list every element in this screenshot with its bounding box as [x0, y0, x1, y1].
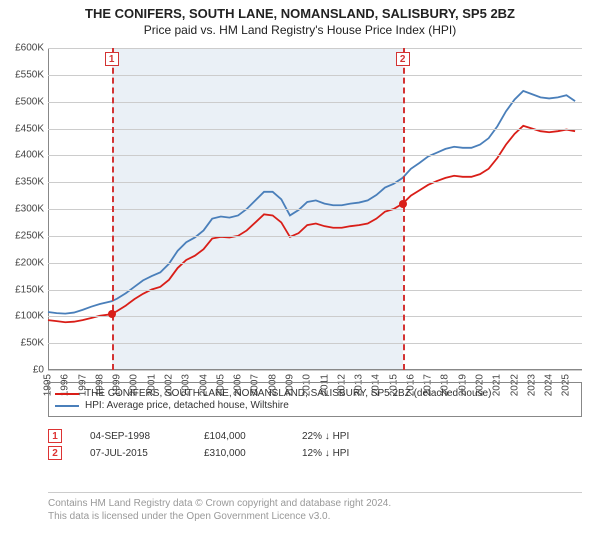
- series-blue: [48, 91, 575, 314]
- event-price-1: £104,000: [204, 431, 274, 442]
- ygrid-line: [48, 236, 582, 237]
- legend-row-red: THE CONIFERS, SOUTH LANE, NOMANSLAND, SA…: [55, 388, 575, 399]
- ygrid-line: [48, 129, 582, 130]
- events-table: 1 04-SEP-1998 £104,000 22% ↓ HPI 2 07-JU…: [48, 426, 582, 463]
- y-axis-label: £50K: [21, 338, 44, 349]
- y-axis-label: £500K: [15, 96, 44, 107]
- ygrid-line: [48, 343, 582, 344]
- event-box: 2: [396, 52, 410, 66]
- ygrid-line: [48, 370, 582, 371]
- y-axis-label: £550K: [15, 69, 44, 80]
- y-axis-label: £350K: [15, 177, 44, 188]
- legend-box: THE CONIFERS, SOUTH LANE, NOMANSLAND, SA…: [48, 382, 582, 417]
- legend: THE CONIFERS, SOUTH LANE, NOMANSLAND, SA…: [48, 382, 582, 417]
- y-axis-label: £250K: [15, 230, 44, 241]
- y-axis-label: £400K: [15, 150, 44, 161]
- event-vline: [403, 48, 405, 370]
- footer-line-2: This data is licensed under the Open Gov…: [48, 510, 582, 523]
- title-block: THE CONIFERS, SOUTH LANE, NOMANSLAND, SA…: [0, 0, 600, 40]
- legend-label-blue: HPI: Average price, detached house, Wilt…: [85, 400, 289, 411]
- ygrid-line: [48, 290, 582, 291]
- series-marker: [108, 310, 116, 318]
- event-price-2: £310,000: [204, 448, 274, 459]
- ygrid-line: [48, 209, 582, 210]
- chart-plot-area: £0£50K£100K£150K£200K£250K£300K£350K£400…: [48, 48, 582, 370]
- legend-swatch-blue: [55, 405, 79, 407]
- ygrid-line: [48, 316, 582, 317]
- ygrid-line: [48, 155, 582, 156]
- page-subtitle: Price paid vs. HM Land Registry's House …: [0, 23, 600, 39]
- y-axis-label: £600K: [15, 43, 44, 54]
- legend-label-red: THE CONIFERS, SOUTH LANE, NOMANSLAND, SA…: [85, 388, 491, 399]
- ygrid-line: [48, 182, 582, 183]
- y-axis-label: £200K: [15, 257, 44, 268]
- y-axis-label: £450K: [15, 123, 44, 134]
- ygrid-line: [48, 102, 582, 103]
- event-vline: [112, 48, 114, 370]
- legend-row-blue: HPI: Average price, detached house, Wilt…: [55, 400, 575, 411]
- legend-swatch-red: [55, 393, 79, 395]
- event-marker-1: 1: [48, 429, 62, 443]
- ygrid-line: [48, 48, 582, 49]
- event-row-1: 1 04-SEP-1998 £104,000 22% ↓ HPI: [48, 429, 582, 443]
- ygrid-line: [48, 75, 582, 76]
- event-delta-1: 22% ↓ HPI: [302, 431, 349, 442]
- event-box: 1: [105, 52, 119, 66]
- event-row-2: 2 07-JUL-2015 £310,000 12% ↓ HPI: [48, 446, 582, 460]
- y-axis-label: £100K: [15, 311, 44, 322]
- event-delta-2: 12% ↓ HPI: [302, 448, 349, 459]
- footer-line-1: Contains HM Land Registry data © Crown c…: [48, 497, 582, 510]
- page-title: THE CONIFERS, SOUTH LANE, NOMANSLAND, SA…: [0, 6, 600, 23]
- chart-page: THE CONIFERS, SOUTH LANE, NOMANSLAND, SA…: [0, 0, 600, 560]
- footer: Contains HM Land Registry data © Crown c…: [48, 492, 582, 523]
- event-date-2: 07-JUL-2015: [90, 448, 176, 459]
- y-axis-label: £150K: [15, 284, 44, 295]
- y-axis-label: £300K: [15, 204, 44, 215]
- series-marker: [399, 200, 407, 208]
- event-date-1: 04-SEP-1998: [90, 431, 176, 442]
- ygrid-line: [48, 263, 582, 264]
- event-marker-2: 2: [48, 446, 62, 460]
